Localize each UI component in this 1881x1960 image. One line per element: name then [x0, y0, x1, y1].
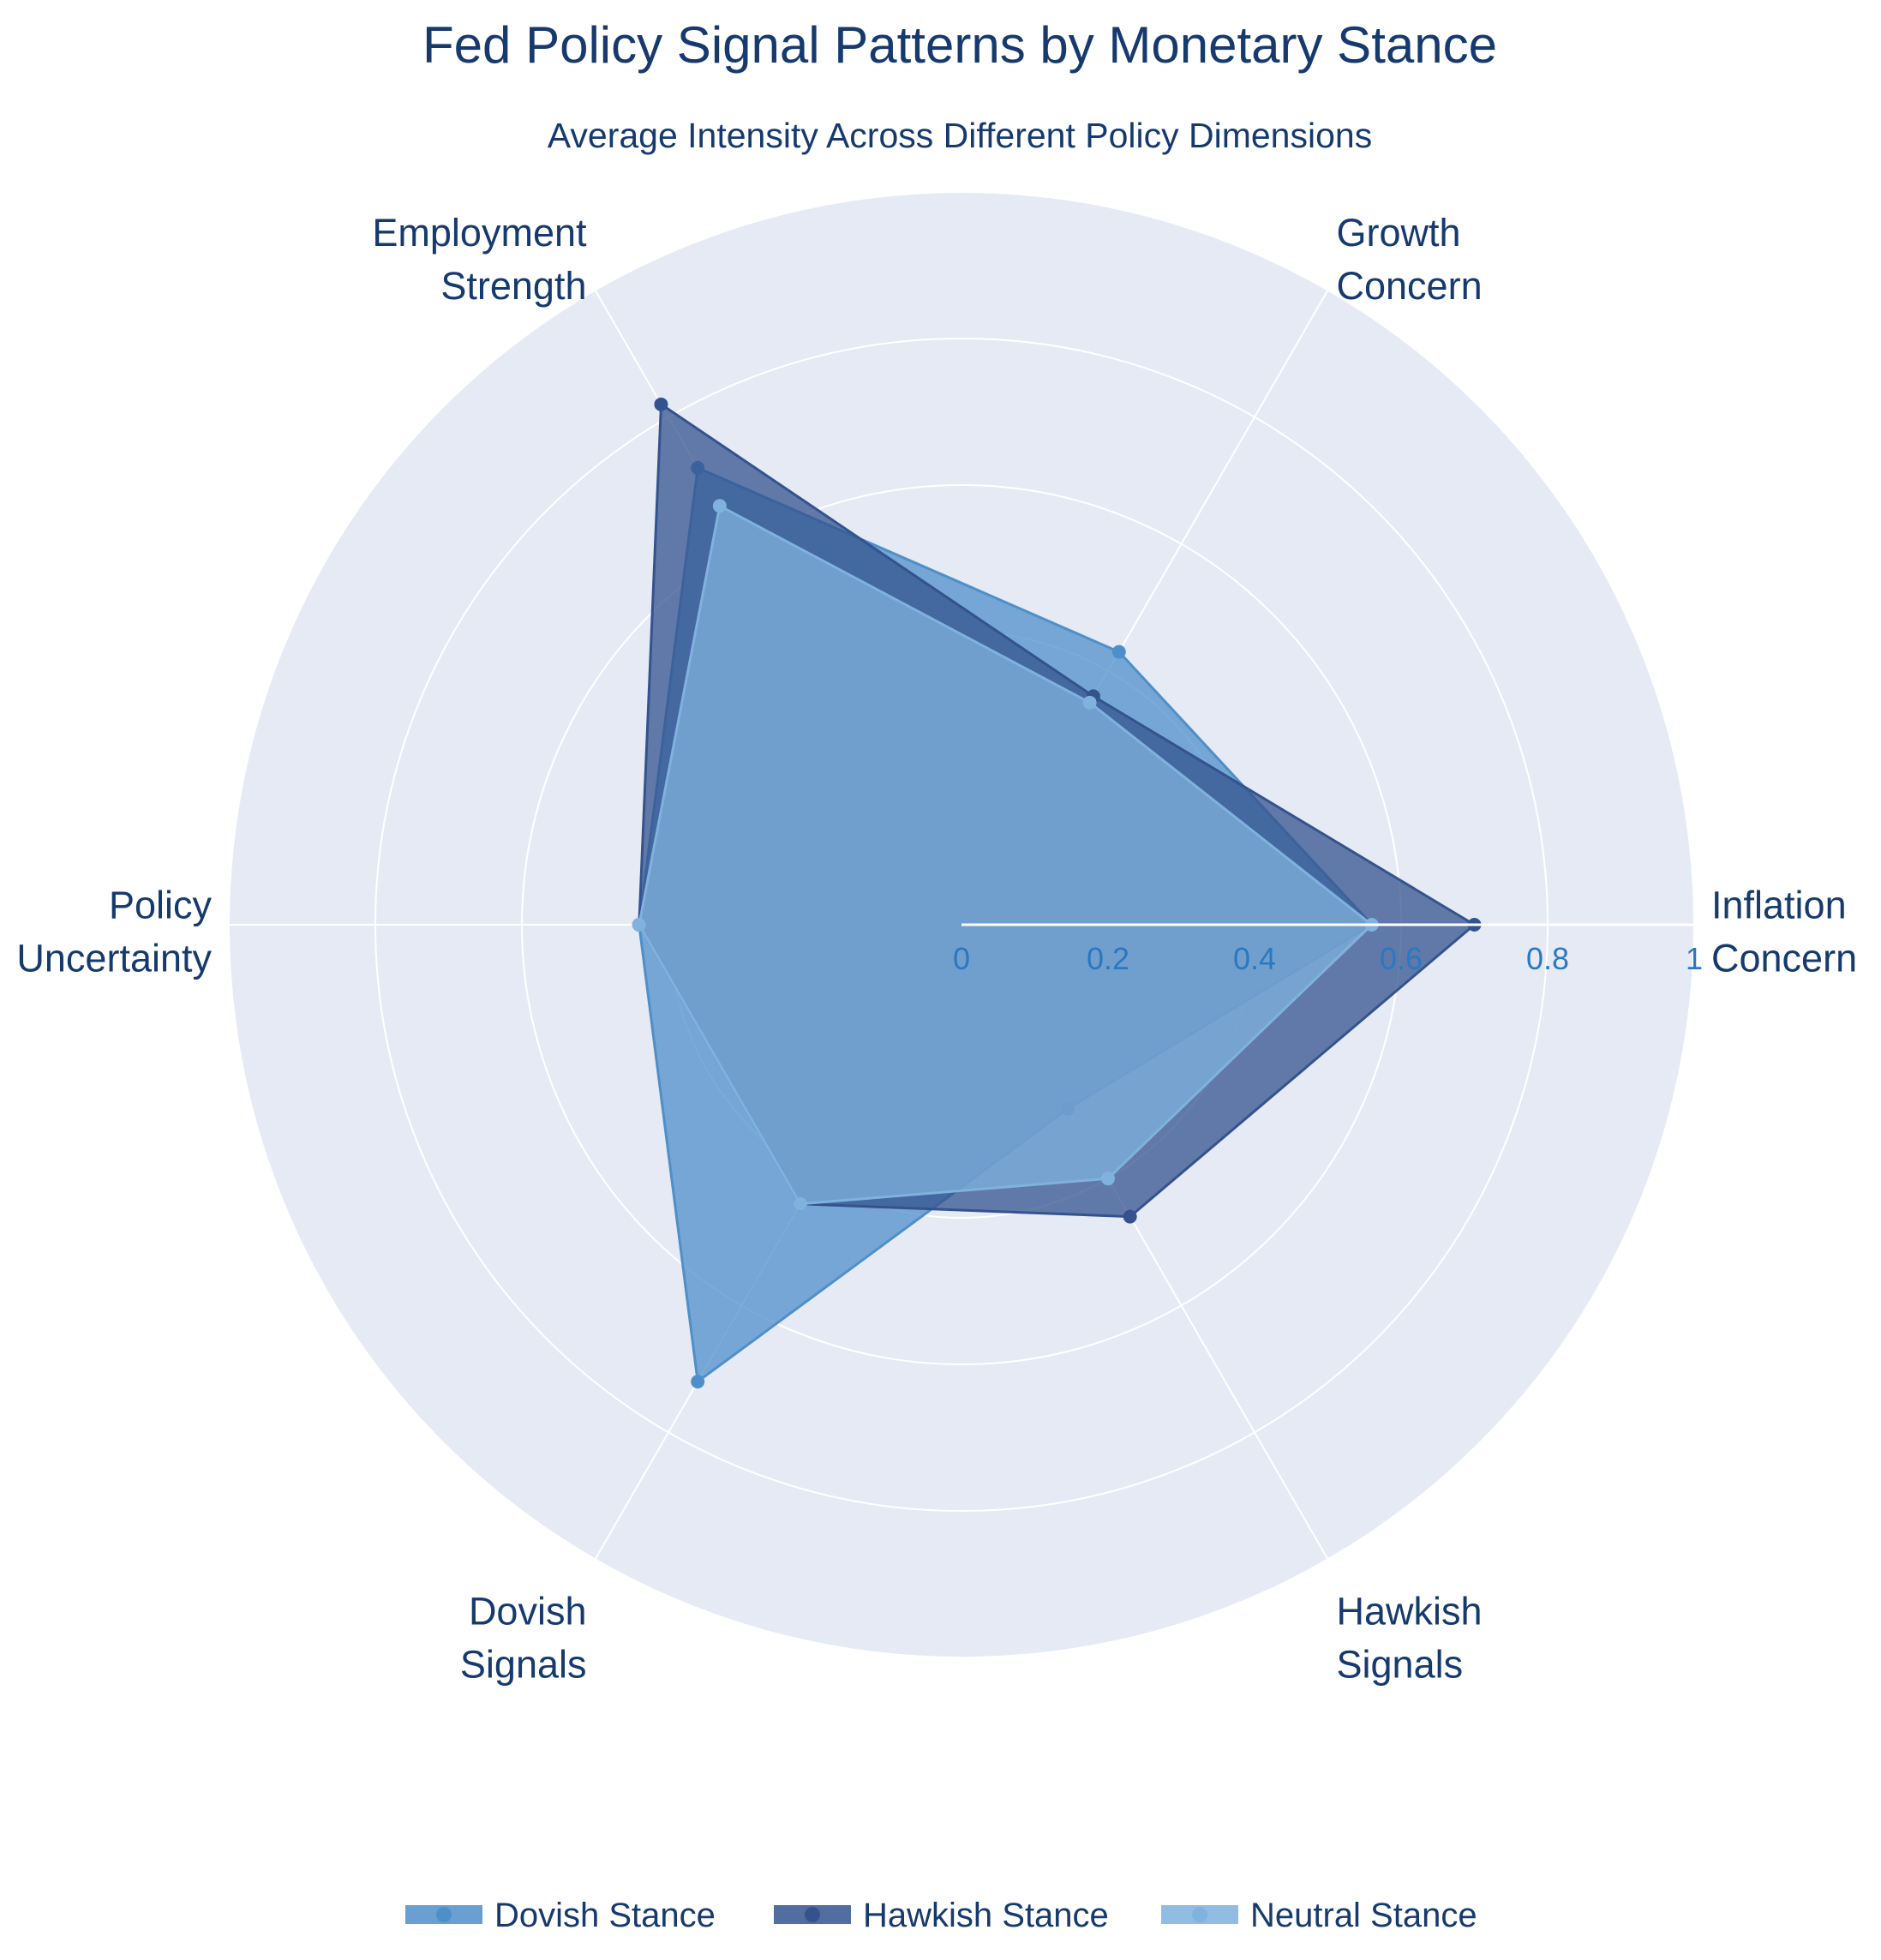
axis-label-0-line-1: Concern: [1711, 937, 1857, 980]
legend-label-0: Dovish Stance: [494, 1897, 716, 1934]
axis-label-1-line-1: Concern: [1337, 264, 1483, 308]
axis-label-2-line-1: Strength: [440, 264, 586, 308]
radial-tick-labels: 0 0.2 0.4 0.6 0.8 1: [953, 923, 1703, 976]
legend-marker-1: [805, 1907, 820, 1922]
series-0-point-1: [1111, 644, 1126, 659]
series-2-point-2: [712, 499, 727, 513]
axis-label-4-line-1: Signals: [460, 1643, 587, 1687]
angular-axis-labels: Inflation Concern Growth Concern Employment S…: [16, 211, 1857, 1687]
series-2-point-1: [1082, 695, 1097, 710]
legend-marker-2: [1192, 1907, 1207, 1922]
legend-item-0[interactable]: Dovish Stance: [405, 1897, 716, 1934]
series-1-point-5: [1123, 1209, 1137, 1224]
radial-tick-label-0: 0: [953, 941, 970, 976]
legend-item-2[interactable]: Neutral Stance: [1161, 1897, 1477, 1934]
legend-label-2: Neutral Stance: [1250, 1897, 1477, 1934]
radial-tick-label-4: 0.8: [1526, 941, 1569, 976]
axis-label-5-line-1: Signals: [1337, 1643, 1464, 1687]
axis-label-3-line-1: Uncertainty: [16, 937, 212, 980]
legend[interactable]: Dovish Stance Hawkish Stance Neutral Stanc…: [405, 1897, 1477, 1934]
legend-item-1[interactable]: Hawkish Stance: [774, 1897, 1109, 1934]
chart-subtitle: Average Intensity Across Different Polic…: [548, 116, 1372, 155]
legend-marker-0: [436, 1907, 452, 1922]
series-2-point-5: [1101, 1172, 1115, 1186]
axis-label-0-line-0: Inflation: [1711, 884, 1847, 927]
axis-label-4-line-0: Dovish: [469, 1590, 587, 1633]
series-0-point-4: [691, 1375, 705, 1389]
chart-title: Fed Policy Signal Patterns by Monetary S…: [422, 16, 1497, 74]
radial-tick-label-3: 0.6: [1380, 941, 1423, 976]
series-2-point-4: [793, 1196, 807, 1211]
axis-label-1-line-0: Growth: [1337, 211, 1461, 255]
series-2-point-3: [632, 918, 646, 932]
radial-tick-label-1: 0.2: [1087, 941, 1129, 976]
axis-label-5-line-0: Hawkish: [1337, 1590, 1483, 1633]
series-1-point-2: [654, 397, 668, 411]
axis-label-3-line-0: Policy: [109, 884, 213, 927]
axis-label-2-line-0: Employment: [372, 211, 587, 255]
radial-tick-label-2: 0.4: [1233, 941, 1276, 976]
legend-label-1: Hawkish Stance: [863, 1897, 1109, 1934]
radial-tick-label-5: 1: [1686, 941, 1703, 976]
